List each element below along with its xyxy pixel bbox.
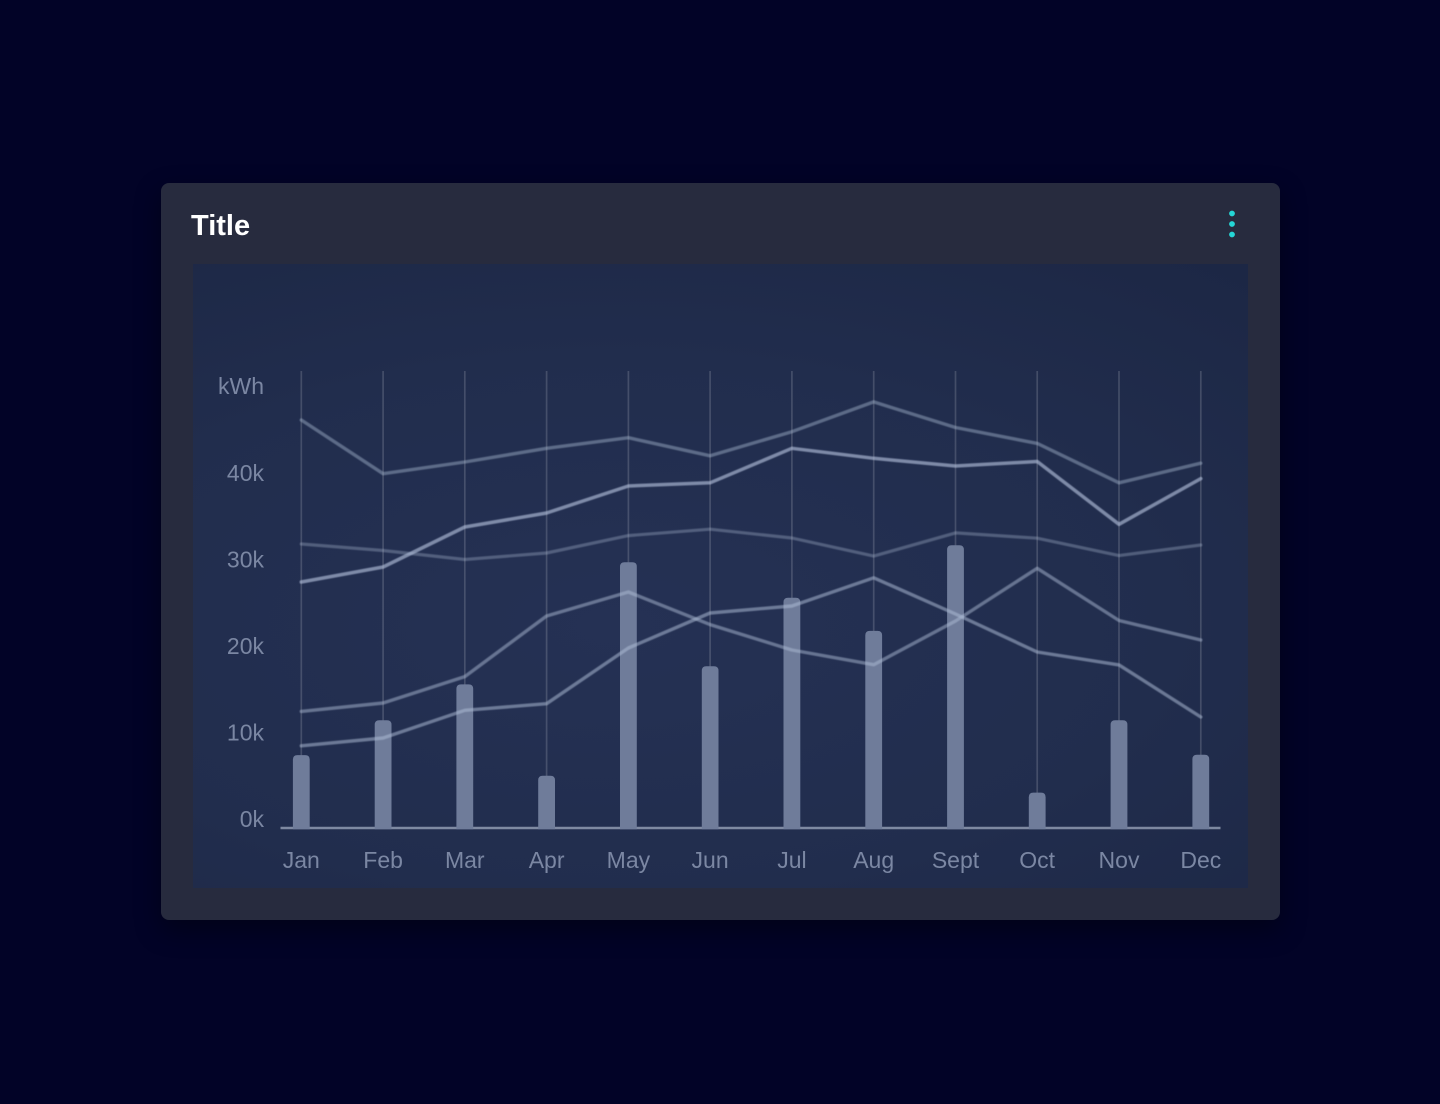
svg-text:30k: 30k bbox=[227, 546, 265, 572]
svg-text:Jul: Jul bbox=[777, 847, 806, 873]
svg-text:Sept: Sept bbox=[932, 847, 980, 873]
svg-text:0k: 0k bbox=[240, 806, 265, 832]
svg-text:kWh: kWh bbox=[218, 373, 264, 399]
svg-text:40k: 40k bbox=[227, 460, 265, 486]
svg-text:20k: 20k bbox=[227, 633, 265, 659]
svg-text:Dec: Dec bbox=[1180, 847, 1221, 873]
svg-text:Mar: Mar bbox=[445, 847, 485, 873]
svg-text:Oct: Oct bbox=[1019, 847, 1055, 873]
svg-text:10k: 10k bbox=[227, 720, 265, 746]
svg-text:Nov: Nov bbox=[1099, 847, 1140, 873]
svg-text:Aug: Aug bbox=[853, 847, 894, 873]
svg-text:May: May bbox=[607, 847, 651, 873]
svg-text:Feb: Feb bbox=[363, 847, 403, 873]
svg-text:Jun: Jun bbox=[692, 847, 729, 873]
svg-text:Jan: Jan bbox=[283, 847, 320, 873]
svg-text:Apr: Apr bbox=[529, 847, 565, 873]
